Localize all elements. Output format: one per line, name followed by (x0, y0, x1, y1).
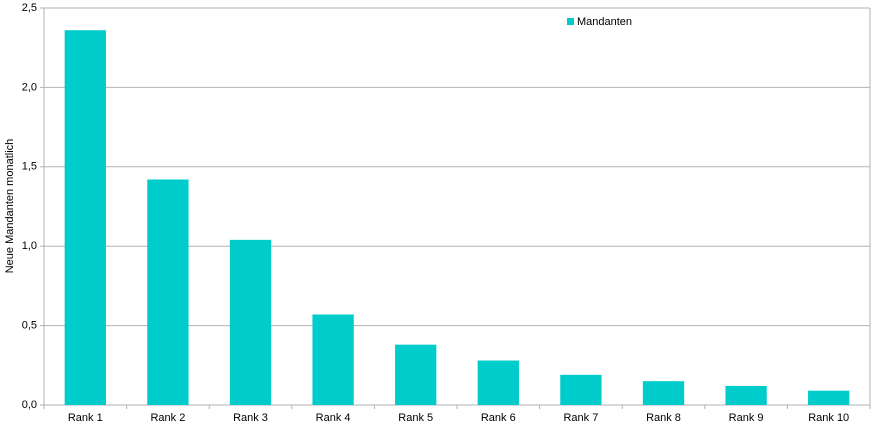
bar (808, 390, 850, 405)
x-tick-label: Rank 3 (233, 412, 268, 424)
x-tick-label: Rank 6 (481, 412, 516, 424)
y-tick-label: 2,0 (22, 81, 37, 93)
bar (229, 239, 272, 405)
y-tick-label: 2,5 (22, 2, 37, 14)
legend-swatch (567, 18, 574, 25)
bar (477, 360, 519, 405)
bar (312, 314, 354, 405)
bar (147, 179, 189, 405)
bar (642, 381, 685, 405)
x-tick-label: Rank 8 (646, 412, 681, 424)
x-tick-label: Rank 7 (563, 412, 598, 424)
x-tick-label: Rank 5 (398, 412, 433, 424)
x-tick-label: Rank 9 (729, 412, 764, 424)
legend-label: Mandanten (577, 16, 632, 28)
bar (395, 344, 437, 405)
bar (64, 30, 106, 406)
y-tick-label: 0,0 (22, 399, 37, 411)
y-tick-label: 0,5 (22, 320, 37, 332)
x-tick-label: Rank 1 (68, 412, 103, 424)
x-tick-label: Rank 4 (316, 412, 351, 424)
y-tick-label: 1,0 (22, 240, 37, 252)
y-axis-label: Neue Mandanten monatlich (4, 139, 16, 274)
y-tick-label: 1,5 (22, 161, 37, 173)
x-tick-label: Rank 10 (808, 412, 849, 424)
bar (560, 374, 602, 405)
bar (725, 385, 767, 405)
x-tick-label: Rank 2 (150, 412, 185, 424)
